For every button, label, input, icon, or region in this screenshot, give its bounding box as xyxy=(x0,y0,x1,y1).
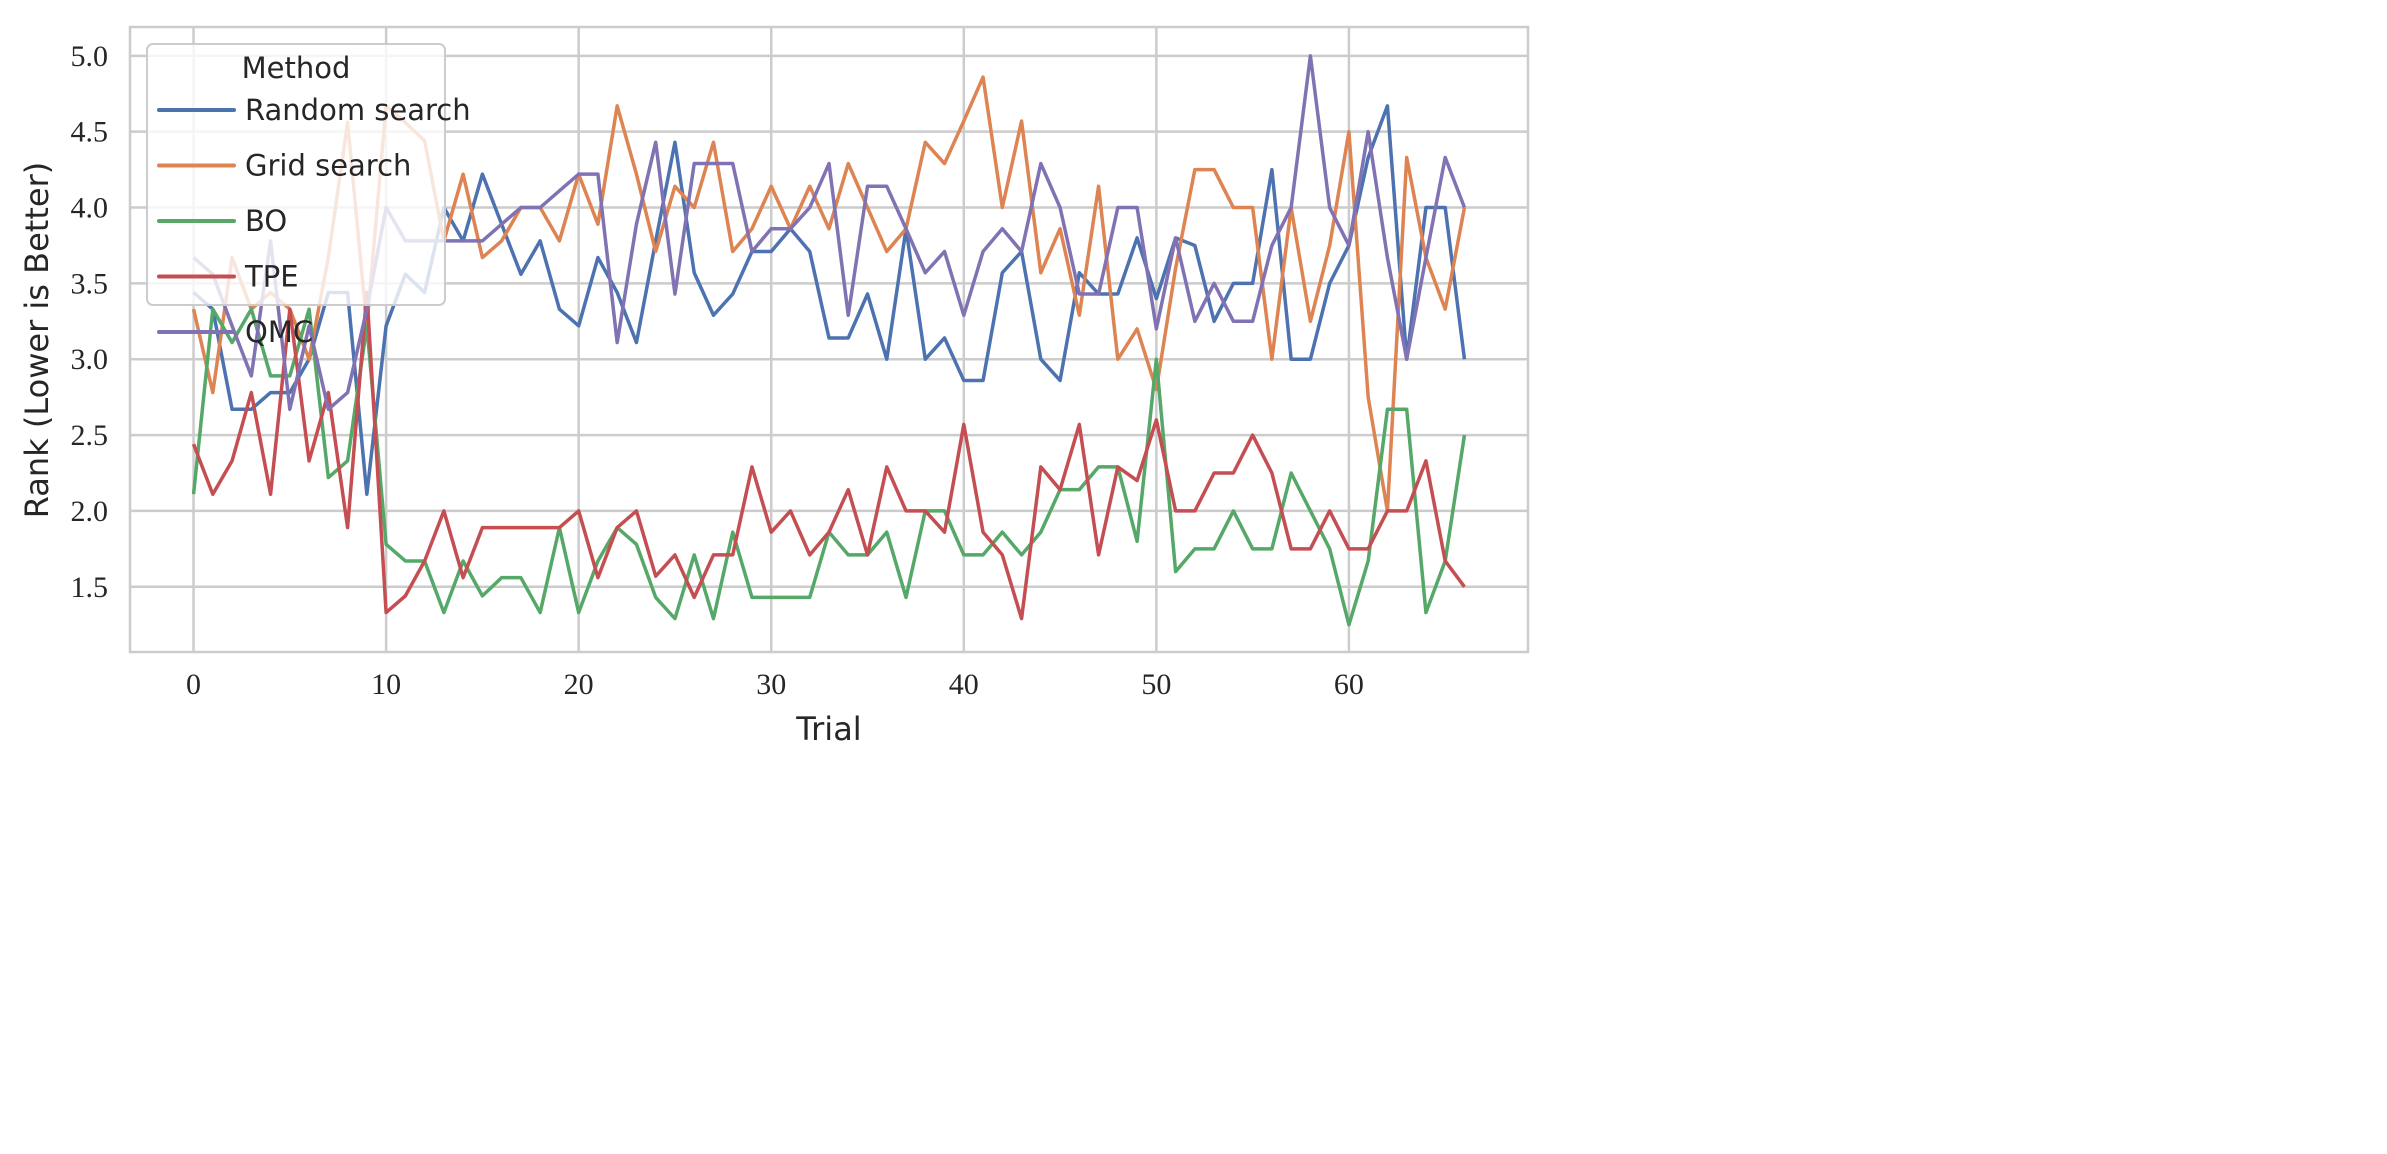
x-axis-label: Trial xyxy=(795,710,861,748)
series-line-tpe xyxy=(191,290,1466,621)
legend-entry: BO xyxy=(245,204,287,238)
y-tick-label: 3.0 xyxy=(71,343,109,376)
x-tick-label: 50 xyxy=(1141,668,1171,701)
legend-entry: Grid search xyxy=(245,149,411,183)
y-axis-label: Rank (Lower is Better) xyxy=(18,162,56,518)
x-tick-label: 20 xyxy=(564,668,594,701)
y-tick-label: 4.0 xyxy=(71,192,109,225)
x-tick-label: 30 xyxy=(756,668,786,701)
legend-entry: TPE xyxy=(244,260,299,294)
legend-entry: Random search xyxy=(245,93,471,127)
tick-labels: 0 10 20 30 40 50 60 1.5 2.0 2.5 3.0 3.5 4.0 4.5 5.0 xyxy=(71,40,1364,701)
legend-title: Method xyxy=(242,51,351,85)
legend-entry: QMC xyxy=(245,315,313,349)
x-tick-label: 10 xyxy=(371,668,401,701)
y-tick-label: 1.5 xyxy=(71,571,109,604)
y-tick-label: 2.5 xyxy=(71,419,109,452)
y-tick-label: 4.5 xyxy=(71,116,109,149)
legend: Method Random search Grid search BO TPE QMC xyxy=(146,43,471,349)
x-tick-label: 40 xyxy=(949,668,979,701)
x-tick-label: 60 xyxy=(1334,668,1364,701)
x-tick-label: 0 xyxy=(186,668,201,701)
y-tick-label: 2.0 xyxy=(71,495,109,528)
y-tick-label: 5.0 xyxy=(71,40,109,73)
y-tick-label: 3.5 xyxy=(71,267,109,300)
